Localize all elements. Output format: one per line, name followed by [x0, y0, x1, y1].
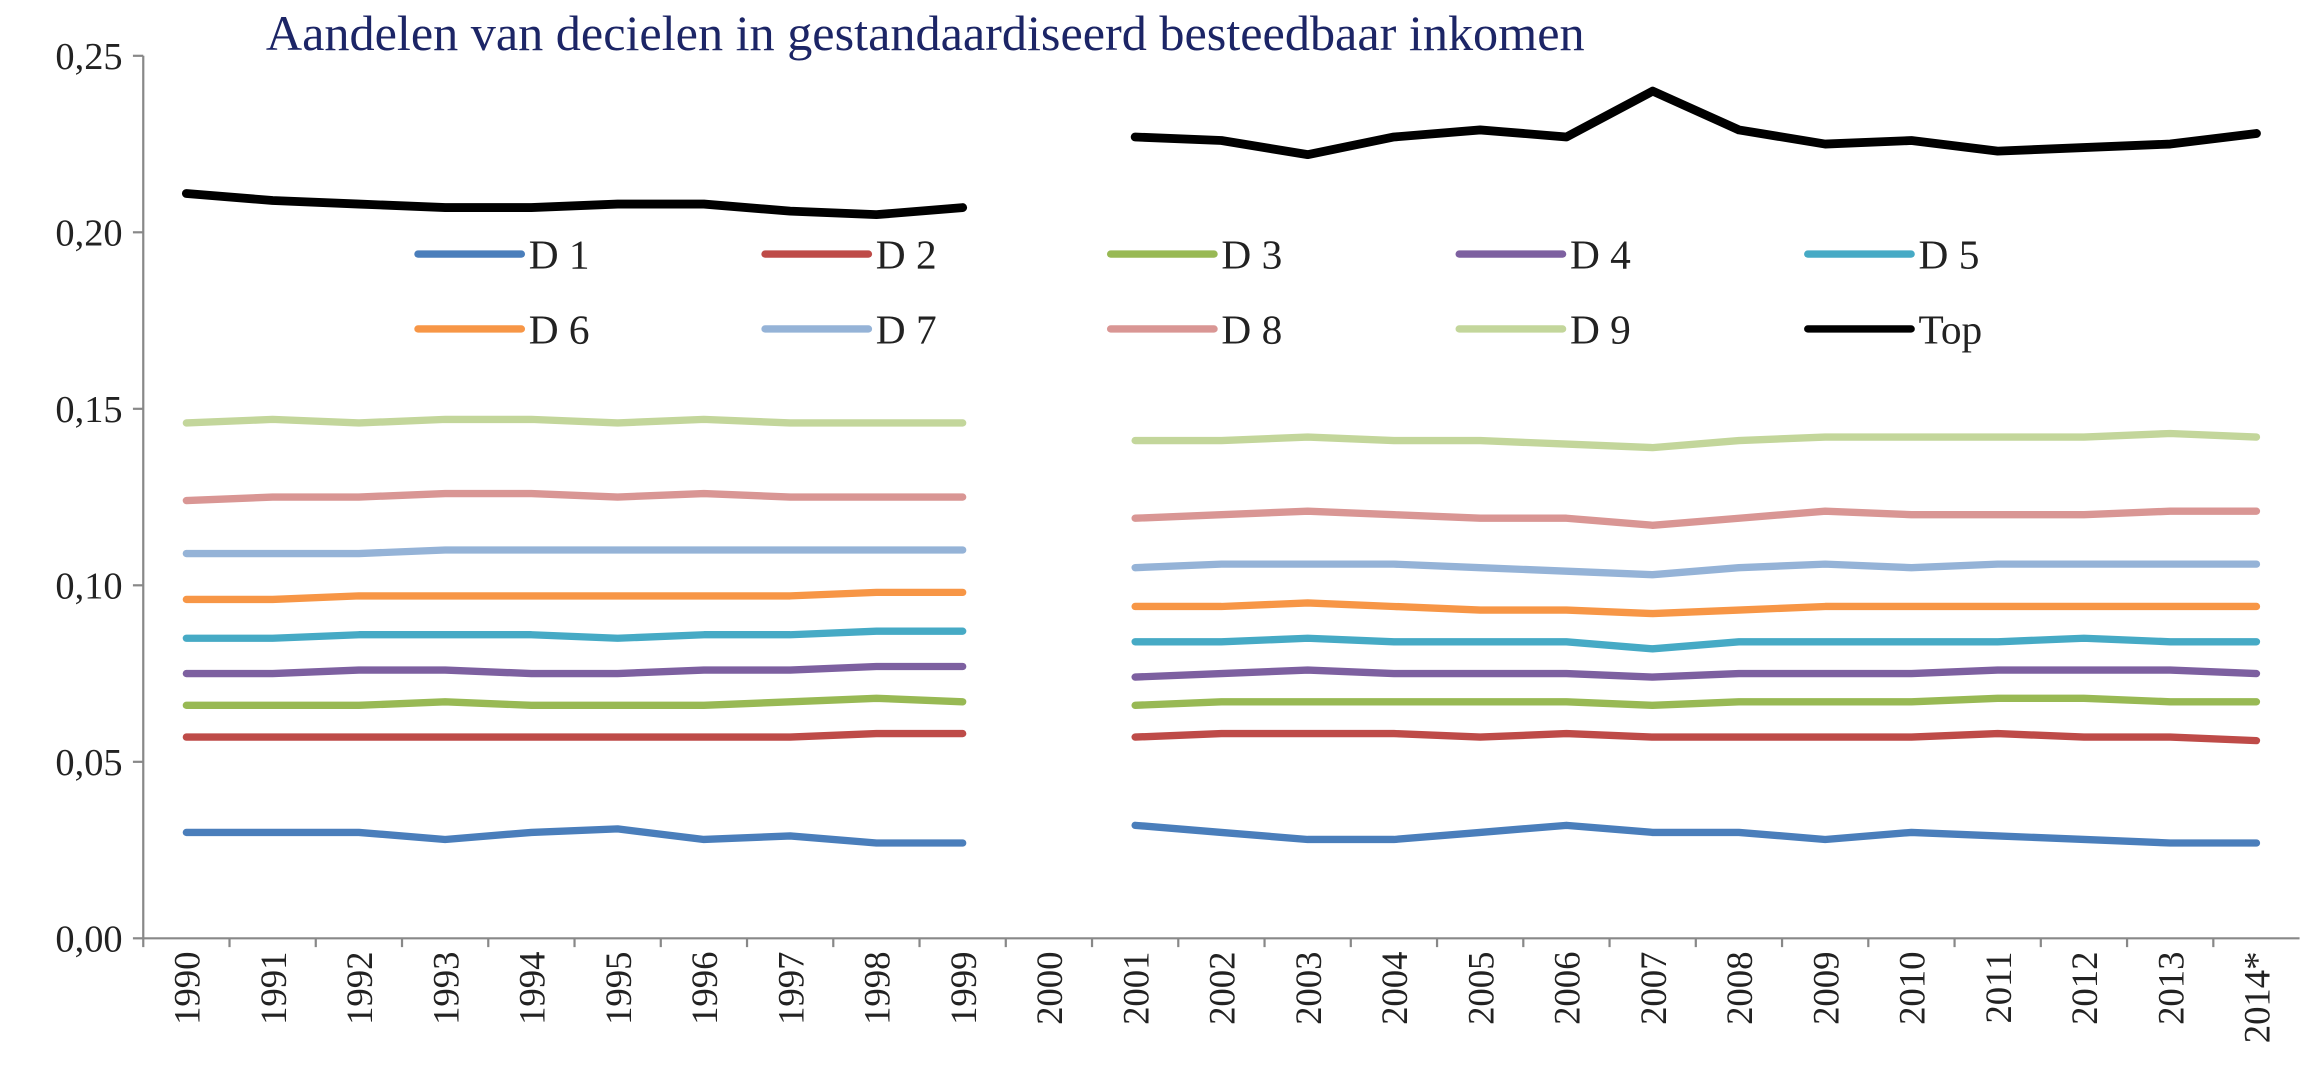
series-line	[181, 86, 2261, 220]
series-line	[182, 415, 2261, 452]
legend-label: D 3	[1221, 232, 1282, 278]
x-tick-label: 1991	[253, 952, 294, 1025]
x-tick-label: 2008	[1719, 952, 1760, 1025]
x-tick-label: 1990	[167, 952, 208, 1025]
y-tick-label: 0,25	[55, 36, 122, 78]
x-tick-label: 2012	[2064, 952, 2105, 1025]
y-tick-label: 0,20	[55, 213, 122, 255]
legend-label: Top	[1919, 307, 1983, 353]
series-line	[182, 694, 2261, 710]
x-tick-label: 2011	[1978, 952, 2019, 1024]
x-tick-label: 2014*	[2237, 952, 2278, 1044]
x-tick-label: 2007	[1633, 952, 1674, 1025]
y-tick-label: 0,15	[55, 389, 122, 431]
x-tick-label: 2003	[1288, 952, 1329, 1025]
series-line	[182, 546, 2261, 579]
x-tick-label: 1997	[770, 952, 811, 1025]
y-tick-label: 0,10	[55, 566, 122, 608]
legend-label: D 7	[876, 307, 937, 353]
y-tick-label: 0,00	[55, 919, 122, 961]
x-tick-label: 2009	[1805, 952, 1846, 1025]
legend-label: D 2	[876, 232, 937, 278]
x-tick-label: 1992	[339, 952, 380, 1025]
x-tick-label: 1999	[943, 952, 984, 1025]
legend-label: D 9	[1570, 307, 1631, 353]
series-line	[182, 489, 2261, 529]
legend-label: D 4	[1570, 232, 1631, 278]
legend-label: D 1	[529, 232, 590, 278]
y-tick-label: 0,05	[55, 742, 122, 784]
x-tick-label: 2006	[1547, 952, 1588, 1025]
legend-label: D 6	[529, 307, 590, 353]
x-tick-label: 2004	[1374, 952, 1415, 1025]
x-tick-label: 1996	[684, 952, 725, 1025]
x-tick-label: 2010	[1892, 952, 1933, 1025]
x-tick-label: 1994	[512, 952, 553, 1025]
series-line	[182, 662, 2261, 681]
x-tick-label: 2001	[1115, 952, 1156, 1025]
series-line	[182, 729, 2261, 745]
legend-label: D 5	[1919, 232, 1980, 278]
chart-title: Aandelen van decielen in gestandaardisee…	[266, 5, 1585, 61]
x-tick-label: 1995	[598, 952, 639, 1025]
legend-label: D 8	[1221, 307, 1282, 353]
x-tick-label: 2000	[1029, 952, 1070, 1025]
series-line	[182, 821, 2261, 847]
x-tick-label: 1998	[857, 952, 898, 1025]
series-line	[182, 627, 2261, 653]
x-tick-label: 1993	[425, 952, 466, 1025]
series-line	[182, 588, 2261, 618]
x-tick-label: 2002	[1202, 952, 1243, 1025]
x-tick-label: 2005	[1460, 952, 1501, 1025]
x-tick-label: 2013	[2150, 952, 2191, 1025]
